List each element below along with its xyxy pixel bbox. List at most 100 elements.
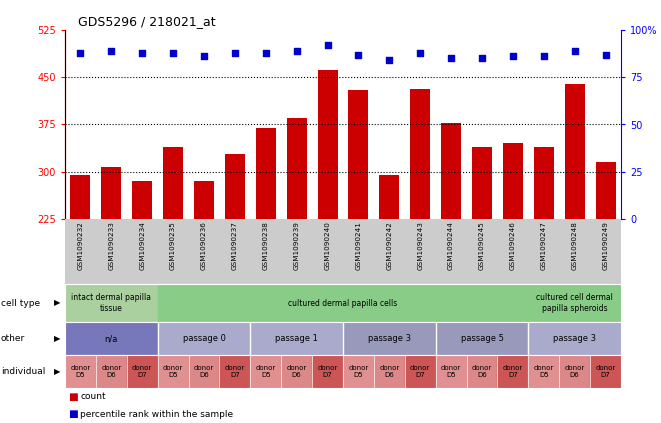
Bar bbox=[498, 355, 528, 388]
Bar bbox=[564, 84, 585, 219]
Point bbox=[353, 51, 364, 58]
Text: donor
D5: donor D5 bbox=[70, 365, 91, 378]
Text: donor
D6: donor D6 bbox=[564, 365, 585, 378]
Point bbox=[137, 49, 147, 56]
Bar bbox=[343, 322, 436, 355]
Bar bbox=[65, 284, 158, 322]
Bar bbox=[281, 355, 312, 388]
Text: donor
D7: donor D7 bbox=[132, 365, 152, 378]
Text: GDS5296 / 218021_at: GDS5296 / 218021_at bbox=[78, 15, 216, 28]
Point bbox=[508, 53, 518, 60]
Text: GSM1090240: GSM1090240 bbox=[325, 221, 330, 270]
Bar bbox=[71, 175, 91, 219]
Text: donor
D6: donor D6 bbox=[194, 365, 214, 378]
Bar bbox=[317, 70, 338, 219]
Point bbox=[168, 49, 178, 56]
Text: passage 3: passage 3 bbox=[553, 334, 596, 343]
Bar bbox=[127, 355, 158, 388]
Text: donor
D6: donor D6 bbox=[379, 365, 399, 378]
Point bbox=[477, 55, 487, 62]
Point bbox=[260, 49, 271, 56]
Bar bbox=[343, 355, 374, 388]
Text: GSM1090244: GSM1090244 bbox=[448, 221, 454, 270]
Bar bbox=[410, 88, 430, 219]
Text: donor
D7: donor D7 bbox=[596, 365, 615, 378]
Bar bbox=[528, 355, 559, 388]
Bar bbox=[467, 355, 498, 388]
Text: GSM1090249: GSM1090249 bbox=[603, 221, 609, 270]
Bar bbox=[65, 322, 158, 355]
Text: GSM1090246: GSM1090246 bbox=[510, 221, 516, 270]
Bar bbox=[65, 355, 96, 388]
Bar bbox=[472, 146, 492, 219]
Text: GSM1090248: GSM1090248 bbox=[572, 221, 578, 270]
Text: donor
D7: donor D7 bbox=[410, 365, 430, 378]
Text: GSM1090247: GSM1090247 bbox=[541, 221, 547, 270]
Text: donor
D5: donor D5 bbox=[533, 365, 554, 378]
Text: GSM1090236: GSM1090236 bbox=[201, 221, 207, 270]
Text: GSM1090245: GSM1090245 bbox=[479, 221, 485, 270]
Point bbox=[323, 42, 333, 49]
Text: GSM1090242: GSM1090242 bbox=[386, 221, 393, 270]
Point bbox=[199, 53, 210, 60]
Bar bbox=[590, 355, 621, 388]
Text: passage 3: passage 3 bbox=[368, 334, 411, 343]
Text: GSM1090233: GSM1090233 bbox=[108, 221, 114, 270]
Text: n/a: n/a bbox=[104, 334, 118, 343]
Bar bbox=[225, 154, 245, 219]
Text: ▶: ▶ bbox=[54, 299, 60, 308]
Bar bbox=[312, 355, 343, 388]
Text: other: other bbox=[1, 334, 25, 343]
Text: passage 0: passage 0 bbox=[182, 334, 225, 343]
Text: donor
D6: donor D6 bbox=[286, 365, 307, 378]
Point bbox=[569, 47, 580, 54]
Bar bbox=[436, 322, 528, 355]
Text: GSM1090243: GSM1090243 bbox=[417, 221, 423, 270]
Text: cultured dermal papilla cells: cultured dermal papilla cells bbox=[288, 299, 398, 308]
Text: cell type: cell type bbox=[1, 299, 40, 308]
Bar bbox=[158, 284, 528, 322]
Text: GSM1090234: GSM1090234 bbox=[139, 221, 145, 270]
Text: GSM1090235: GSM1090235 bbox=[170, 221, 176, 270]
Point bbox=[539, 53, 549, 60]
Bar bbox=[287, 118, 307, 219]
Point bbox=[229, 49, 240, 56]
Bar bbox=[251, 322, 343, 355]
Point bbox=[106, 47, 116, 54]
Bar bbox=[256, 128, 276, 219]
Bar bbox=[96, 355, 127, 388]
Bar bbox=[379, 175, 399, 219]
Text: donor
D7: donor D7 bbox=[503, 365, 523, 378]
Text: donor
D6: donor D6 bbox=[101, 365, 122, 378]
Text: donor
D6: donor D6 bbox=[472, 365, 492, 378]
Bar bbox=[348, 90, 368, 219]
Bar bbox=[405, 355, 436, 388]
Bar bbox=[441, 123, 461, 219]
Text: donor
D5: donor D5 bbox=[348, 365, 369, 378]
Text: ▶: ▶ bbox=[54, 334, 60, 343]
Text: GSM1090232: GSM1090232 bbox=[77, 221, 83, 270]
Bar bbox=[158, 355, 188, 388]
Bar bbox=[533, 146, 554, 219]
Bar bbox=[503, 143, 523, 219]
Text: donor
D7: donor D7 bbox=[317, 365, 338, 378]
Text: donor
D5: donor D5 bbox=[441, 365, 461, 378]
Point bbox=[292, 47, 302, 54]
Bar bbox=[158, 322, 251, 355]
Text: passage 5: passage 5 bbox=[461, 334, 504, 343]
Text: ▶: ▶ bbox=[54, 367, 60, 376]
Text: ■: ■ bbox=[68, 409, 78, 419]
Point bbox=[415, 49, 426, 56]
Point bbox=[384, 57, 395, 63]
Bar bbox=[188, 355, 219, 388]
Point bbox=[446, 55, 456, 62]
Bar bbox=[596, 162, 615, 219]
Text: cultured cell dermal
papilla spheroids: cultured cell dermal papilla spheroids bbox=[536, 293, 613, 313]
Bar bbox=[194, 181, 214, 219]
Bar bbox=[251, 355, 281, 388]
Text: intact dermal papilla
tissue: intact dermal papilla tissue bbox=[71, 293, 151, 313]
Bar bbox=[436, 355, 467, 388]
Text: passage 1: passage 1 bbox=[275, 334, 318, 343]
Bar bbox=[559, 355, 590, 388]
Text: GSM1090237: GSM1090237 bbox=[232, 221, 238, 270]
